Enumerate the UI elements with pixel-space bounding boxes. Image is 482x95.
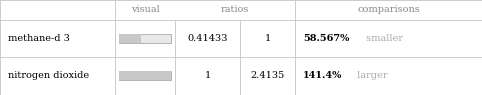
Text: 1: 1 <box>204 71 211 80</box>
Text: larger: larger <box>354 71 388 80</box>
Text: comparisons: comparisons <box>357 6 420 15</box>
Bar <box>119 71 171 80</box>
Text: 1: 1 <box>264 34 270 43</box>
Text: 0.41433: 0.41433 <box>187 34 228 43</box>
Text: smaller: smaller <box>363 34 403 43</box>
Text: nitrogen dioxide: nitrogen dioxide <box>8 71 89 80</box>
Text: methane-d 3: methane-d 3 <box>8 34 70 43</box>
Bar <box>119 34 171 43</box>
Bar <box>119 71 171 80</box>
Text: 58.567%: 58.567% <box>303 34 349 43</box>
Text: 141.4%: 141.4% <box>303 71 342 80</box>
Bar <box>119 34 141 43</box>
Text: 2.4135: 2.4135 <box>250 71 285 80</box>
Text: visual: visual <box>131 6 160 15</box>
Text: ratios: ratios <box>221 6 249 15</box>
